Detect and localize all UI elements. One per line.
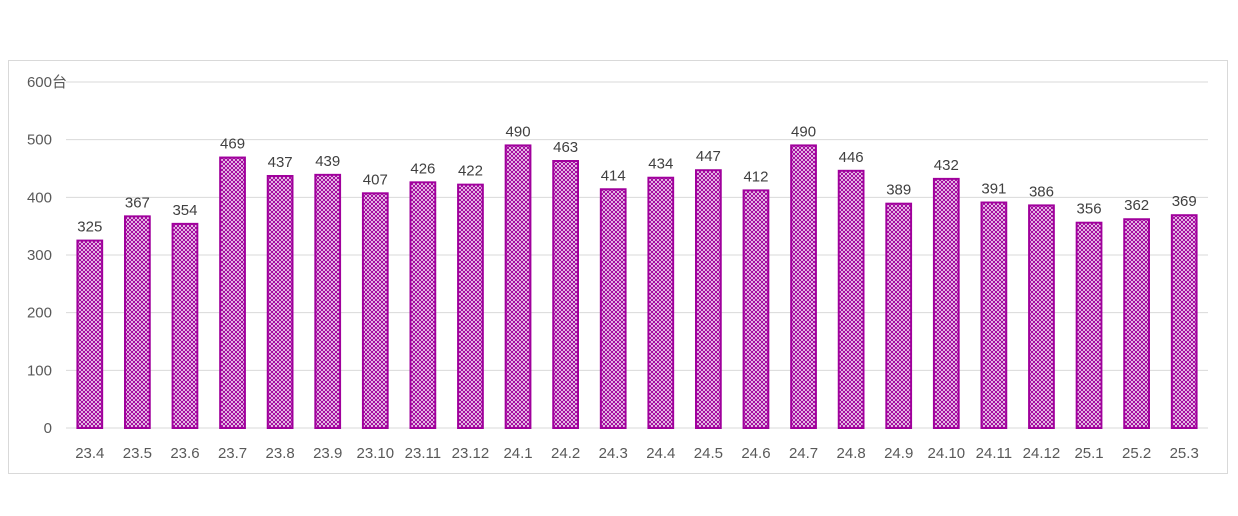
data-label: 414 xyxy=(601,167,626,184)
bar xyxy=(790,144,817,430)
data-label: 356 xyxy=(1077,201,1102,218)
data-label: 407 xyxy=(363,171,388,188)
gridlines xyxy=(66,81,1208,429)
x-tick-label: 24.7 xyxy=(789,445,818,462)
bar xyxy=(76,239,104,429)
data-label: 354 xyxy=(172,202,197,219)
x-tick-label: 23.9 xyxy=(313,445,342,462)
bar xyxy=(552,160,579,429)
x-axis-ticks: 23.4 23.5 23.6 23.7 23.8 23.9 23.10 23.11 23.12 2… xyxy=(75,445,1199,462)
bar xyxy=(219,156,246,429)
x-tick-label: 24.1 xyxy=(503,445,532,462)
x-tick-label: 24.4 xyxy=(646,445,675,462)
data-label: 434 xyxy=(648,156,673,173)
bar xyxy=(266,174,294,429)
x-tick-label: 23.11 xyxy=(405,445,441,462)
bar xyxy=(1028,204,1055,429)
y-tick-label: 400 xyxy=(27,189,52,206)
bar xyxy=(124,215,151,429)
data-label: 446 xyxy=(839,149,864,166)
data-label: 369 xyxy=(1172,193,1197,210)
y-axis-ticks: 0 100 200 300 400 500 600 台 xyxy=(27,74,67,437)
bar xyxy=(409,181,437,429)
y-tick-label: 300 xyxy=(27,247,52,264)
x-tick-label: 24.9 xyxy=(884,445,913,462)
bars xyxy=(76,144,1198,430)
data-label: 490 xyxy=(791,123,816,140)
bar xyxy=(1075,221,1103,429)
bar xyxy=(504,144,532,430)
x-tick-label: 23.5 xyxy=(123,445,152,462)
data-label: 439 xyxy=(315,153,340,170)
bar xyxy=(1170,214,1198,429)
x-tick-label: 25.3 xyxy=(1170,445,1199,462)
data-label: 386 xyxy=(1029,183,1054,200)
data-label: 367 xyxy=(125,194,150,211)
x-tick-label: 23.8 xyxy=(266,445,295,462)
bar xyxy=(599,188,627,429)
data-label: 490 xyxy=(506,123,531,140)
x-tick-label: 23.6 xyxy=(170,445,199,462)
x-tick-label: 24.3 xyxy=(599,445,628,462)
y-tick-label: 100 xyxy=(27,362,52,379)
data-label: 391 xyxy=(981,181,1006,198)
data-label: 325 xyxy=(77,219,102,236)
y-tick-label: 600 xyxy=(27,74,52,91)
bar xyxy=(361,192,389,429)
x-tick-label: 23.4 xyxy=(75,445,104,462)
data-label: 437 xyxy=(268,154,293,171)
data-label: 389 xyxy=(886,182,911,199)
bar xyxy=(742,189,770,429)
data-label: 463 xyxy=(553,139,578,156)
bar xyxy=(171,222,199,429)
x-tick-label: 23.12 xyxy=(452,445,490,462)
data-labels: 325 367 354 469 437 439 407 426 422 490 463 414 434 4… xyxy=(77,123,1196,235)
x-tick-label: 23.7 xyxy=(218,445,247,462)
bar xyxy=(695,169,722,429)
x-tick-label: 24.11 xyxy=(976,445,1012,462)
data-label: 422 xyxy=(458,163,483,180)
data-label: 362 xyxy=(1124,197,1149,214)
bar xyxy=(885,202,913,429)
bar xyxy=(837,169,865,429)
x-tick-label: 24.2 xyxy=(551,445,580,462)
x-tick-label: 24.12 xyxy=(1023,445,1061,462)
y-tick-label: 200 xyxy=(27,305,52,322)
x-tick-label: 25.2 xyxy=(1122,445,1151,462)
y-tick-label: 0 xyxy=(44,420,52,437)
bar xyxy=(314,173,342,429)
bar xyxy=(647,176,675,429)
data-label: 432 xyxy=(934,157,959,174)
bar xyxy=(1123,218,1150,429)
data-label: 426 xyxy=(410,160,435,177)
bar xyxy=(932,177,960,429)
y-axis-unit: 台 xyxy=(52,74,67,91)
x-tick-label: 25.1 xyxy=(1074,445,1103,462)
bar xyxy=(457,183,484,429)
x-tick-label: 24.8 xyxy=(837,445,866,462)
data-label: 469 xyxy=(220,136,245,153)
data-label: 447 xyxy=(696,148,721,165)
x-tick-label: 23.10 xyxy=(357,445,395,462)
x-tick-label: 24.5 xyxy=(694,445,723,462)
bar xyxy=(980,201,1008,429)
data-label: 412 xyxy=(743,168,768,185)
y-tick-label: 500 xyxy=(27,132,52,149)
x-tick-label: 24.6 xyxy=(741,445,770,462)
x-tick-label: 24.10 xyxy=(928,445,966,462)
